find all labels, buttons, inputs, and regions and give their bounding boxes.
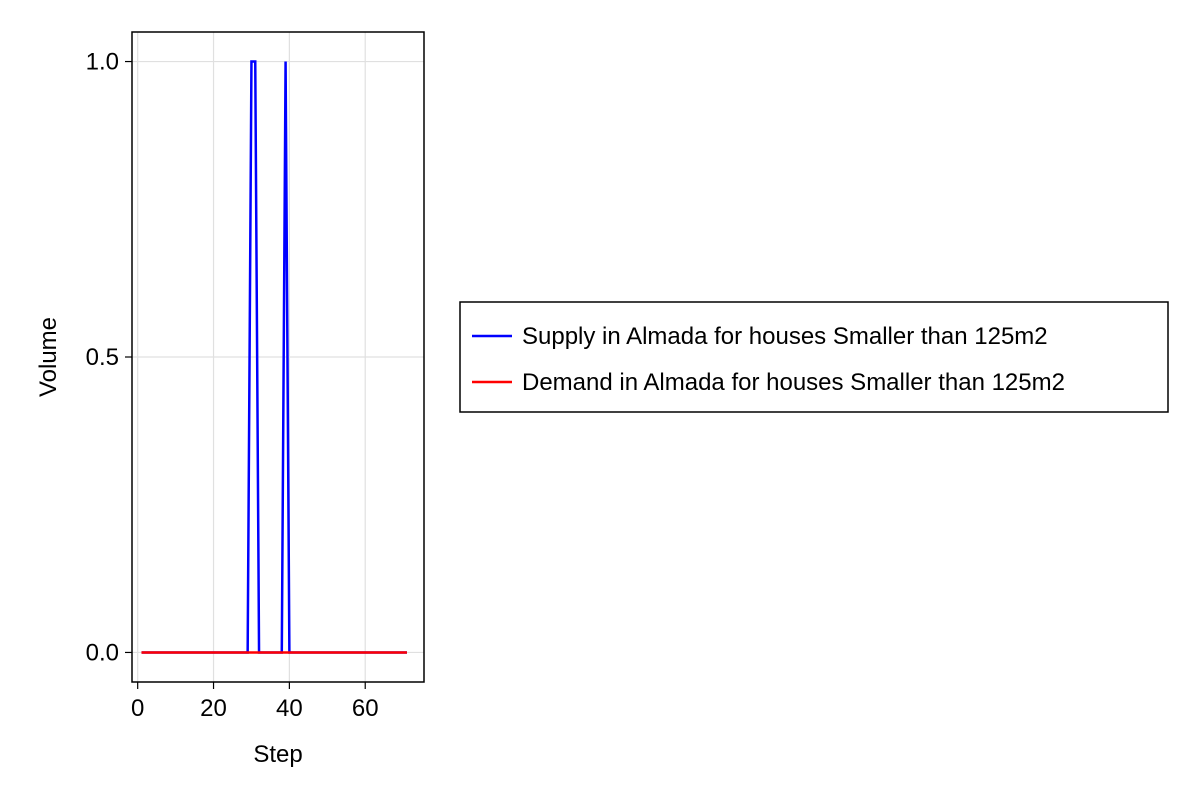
x-tick-label: 60 [352, 695, 379, 722]
y-axis-label: Volume [35, 317, 62, 397]
x-tick-label: 40 [276, 695, 303, 722]
legend: Supply in Almada for houses Smaller than… [459, 301, 1169, 413]
y-tick-label: 1.0 [86, 49, 119, 76]
legend-frame [459, 301, 1169, 413]
legend-label-demand: Demand in Almada for houses Smaller than… [522, 369, 1065, 396]
x-axis-label: Step [253, 741, 302, 768]
series-lines [141, 60, 407, 654]
x-axis: 0 20 40 60 [131, 682, 379, 722]
x-tick-label: 0 [131, 695, 144, 722]
legend-label-supply: Supply in Almada for houses Smaller than… [522, 323, 1048, 350]
y-tick-label: 0.0 [86, 639, 119, 666]
grid-lines [132, 32, 424, 682]
x-tick-label: 20 [200, 695, 227, 722]
y-axis: 0.0 0.5 1.0 [86, 49, 132, 666]
y-tick-label: 0.5 [86, 344, 119, 371]
